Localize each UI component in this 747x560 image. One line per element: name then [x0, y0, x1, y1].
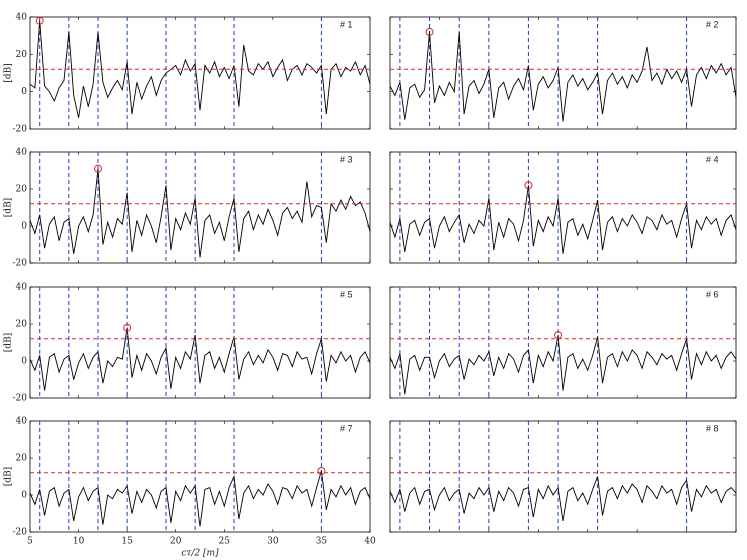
panel: 5 10 15 20 25 30 35 40 -20 0 20 40 # 7 [dB] cτ/2 [m] — [4, 417, 376, 559]
x-tick-label: 15 — [121, 537, 133, 547]
panel-title: # 6 — [706, 289, 719, 299]
x-tick-label: 40 — [364, 537, 376, 547]
y-tick-label: 0 — [21, 222, 27, 232]
signal-line — [29, 470, 371, 527]
x-tick-label: 35 — [316, 537, 328, 547]
y-tick-label: 20 — [16, 454, 28, 464]
plot-frame — [389, 16, 737, 130]
peak-marker — [123, 323, 132, 332]
signal-line — [389, 476, 737, 521]
panel: -20 0 20 40 # 5 [dB] — [4, 283, 371, 404]
y-tick-label: 20 — [16, 50, 28, 60]
panel-title: # 2 — [706, 19, 719, 29]
panel-title: # 4 — [706, 154, 719, 164]
peak-marker — [425, 27, 434, 36]
x-tick-label: 25 — [219, 537, 231, 547]
y-axis-label: [dB] — [4, 333, 14, 352]
panel-title: # 1 — [340, 19, 353, 29]
x-tick-label: 10 — [73, 537, 85, 547]
panel: -20 0 20 40 # 3 [dB] — [4, 148, 371, 269]
y-axis-label: [dB] — [4, 63, 14, 82]
x-tick-label: 20 — [170, 537, 182, 547]
peak-marker — [35, 16, 44, 25]
signal-line — [389, 335, 737, 395]
y-tick-label: 20 — [16, 185, 28, 195]
y-tick-label: 40 — [16, 283, 28, 293]
plot-frame — [29, 16, 371, 130]
panel-title: # 7 — [340, 423, 353, 433]
panel: -20 0 20 40 # 1 [dB] — [4, 13, 371, 135]
plot-frame — [29, 420, 371, 533]
panel-title: # 8 — [706, 423, 719, 433]
panel: # 8 — [389, 420, 737, 533]
y-tick-label: -20 — [13, 528, 28, 538]
plot-frame — [389, 151, 737, 264]
y-tick-label: 20 — [16, 320, 28, 330]
y-tick-label: 40 — [16, 148, 28, 158]
x-axis-label: cτ/2 [m] — [181, 549, 219, 559]
panel: # 4 — [389, 151, 737, 264]
peak-marker — [317, 466, 326, 475]
y-tick-label: 0 — [21, 491, 27, 501]
x-tick-label: 5 — [27, 537, 33, 547]
panel: # 2 — [389, 16, 737, 130]
y-tick-label: 0 — [21, 357, 27, 367]
y-tick-label: 0 — [21, 87, 27, 97]
panel-title: # 3 — [340, 154, 353, 164]
plot-frame — [389, 420, 737, 533]
y-axis-label: [dB] — [4, 198, 14, 217]
y-tick-label: -20 — [13, 125, 28, 135]
y-tick-label: -20 — [13, 259, 28, 269]
plot-frame — [389, 286, 737, 399]
peak-marker — [94, 164, 102, 173]
peak-marker — [554, 331, 563, 340]
y-axis-label: [dB] — [4, 467, 14, 486]
signal-line — [29, 327, 371, 391]
panel: # 6 — [389, 286, 737, 399]
peak-marker — [524, 181, 533, 190]
signal-line — [389, 185, 737, 254]
y-tick-label: 40 — [16, 417, 28, 427]
signal-line — [389, 31, 737, 122]
signal-line — [29, 168, 371, 258]
y-tick-label: 40 — [16, 13, 28, 23]
y-tick-label: -20 — [13, 394, 28, 404]
plot-frame — [29, 151, 371, 264]
panel-title: # 5 — [340, 289, 353, 299]
x-tick-label: 30 — [267, 537, 279, 547]
